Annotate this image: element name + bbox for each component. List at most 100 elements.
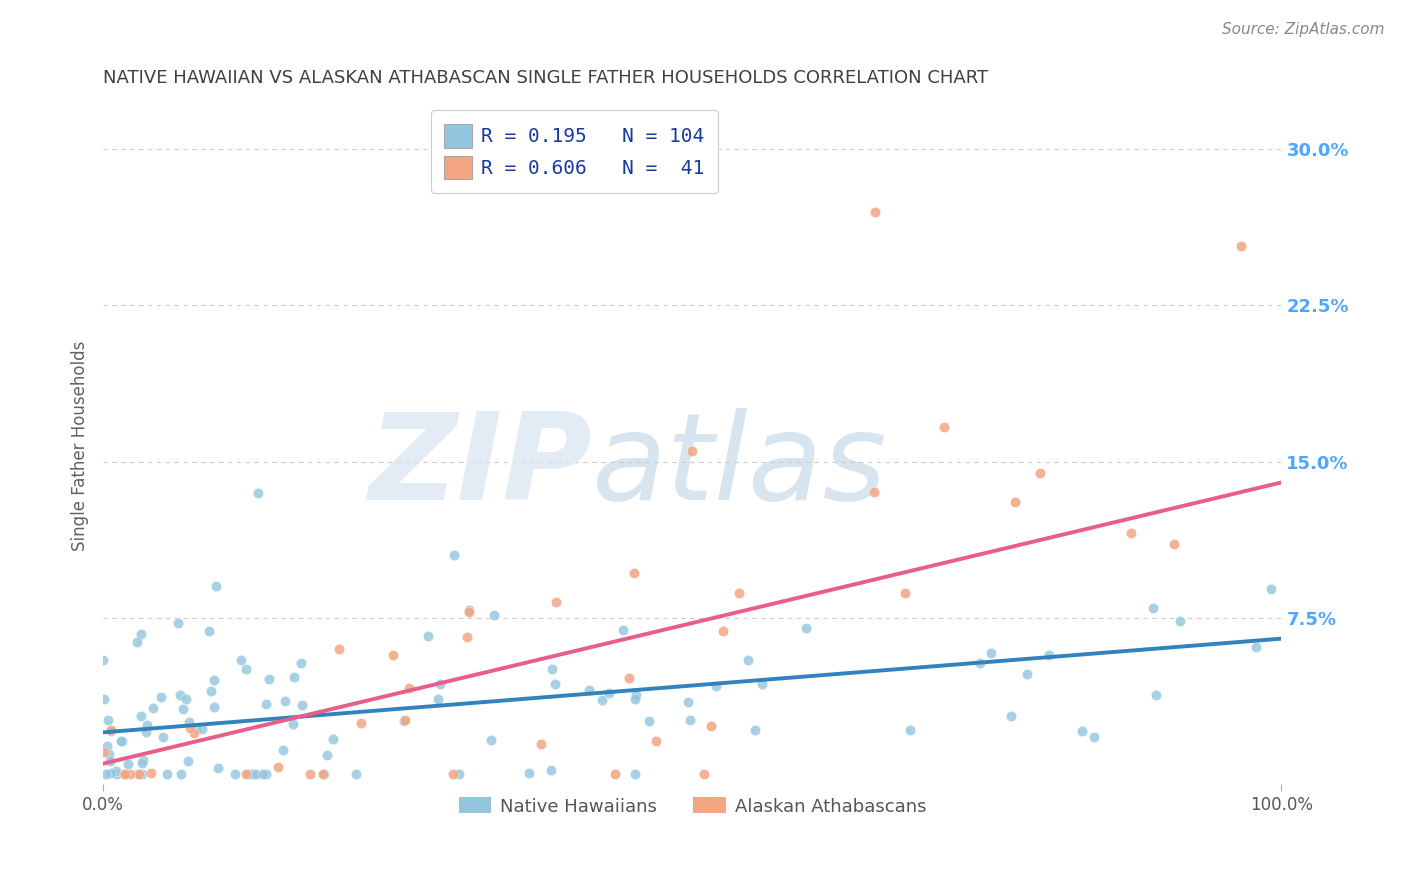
Point [457, 603, 479, 617]
Point [605, 767, 627, 781]
Point [202, 673, 225, 688]
Point [183, 725, 205, 739]
Point [267, 760, 290, 774]
Point [893, 586, 915, 600]
Point [692, 767, 714, 781]
Point [100, 723, 122, 737]
Point [100, 724, 122, 739]
Point [482, 607, 505, 622]
Point [456, 630, 478, 644]
Point [242, 767, 264, 781]
Point [544, 595, 567, 609]
Y-axis label: Single Father Households: Single Father Households [72, 341, 89, 551]
Point [169, 688, 191, 702]
Point [350, 716, 373, 731]
Point [1230, 238, 1253, 252]
Point [1163, 536, 1185, 550]
Point [1246, 640, 1268, 655]
Point [274, 694, 297, 708]
Point [416, 630, 439, 644]
Point [110, 734, 132, 748]
Point [112, 767, 135, 781]
Point [969, 657, 991, 671]
Point [862, 484, 884, 499]
Point [737, 653, 759, 667]
Point [591, 693, 613, 707]
Point [167, 616, 190, 631]
Point [441, 767, 464, 781]
Point [1071, 723, 1094, 738]
Point [254, 697, 277, 711]
Point [136, 717, 159, 731]
Point [700, 719, 723, 733]
Point [156, 767, 179, 781]
Point [540, 764, 562, 778]
Point [291, 698, 314, 712]
Point [231, 653, 253, 667]
Point [128, 767, 150, 781]
Point [623, 566, 645, 581]
Legend: Native Hawaiians, Alaskan Athabascans: Native Hawaiians, Alaskan Athabascans [451, 790, 934, 822]
Point [96, 767, 118, 781]
Point [142, 701, 165, 715]
Point [398, 681, 420, 696]
Point [314, 767, 336, 781]
Point [245, 767, 267, 781]
Point [238, 767, 260, 781]
Point [429, 676, 451, 690]
Point [281, 717, 304, 731]
Point [1029, 466, 1052, 480]
Point [612, 623, 634, 637]
Point [97, 713, 120, 727]
Point [131, 767, 153, 781]
Point [645, 734, 668, 748]
Point [172, 702, 194, 716]
Point [1017, 666, 1039, 681]
Point [111, 734, 134, 748]
Point [1142, 600, 1164, 615]
Point [247, 486, 270, 500]
Point [704, 679, 727, 693]
Point [200, 684, 222, 698]
Point [541, 661, 564, 675]
Point [105, 764, 128, 778]
Point [544, 677, 567, 691]
Point [1168, 614, 1191, 628]
Point [139, 765, 162, 780]
Point [257, 672, 280, 686]
Point [170, 767, 193, 781]
Point [254, 767, 277, 781]
Point [299, 767, 322, 781]
Point [91, 653, 114, 667]
Point [794, 621, 817, 635]
Point [1260, 582, 1282, 596]
Point [132, 753, 155, 767]
Point [711, 624, 734, 638]
Point [624, 688, 647, 702]
Point [100, 765, 122, 780]
Point [235, 662, 257, 676]
Point [426, 692, 449, 706]
Point [1004, 494, 1026, 508]
Point [316, 748, 339, 763]
Text: atlas: atlas [592, 408, 887, 524]
Point [207, 761, 229, 775]
Point [1144, 688, 1167, 702]
Point [863, 204, 886, 219]
Point [517, 766, 540, 780]
Point [191, 722, 214, 736]
Point [152, 730, 174, 744]
Point [283, 670, 305, 684]
Point [114, 767, 136, 781]
Point [174, 691, 197, 706]
Point [184, 722, 207, 736]
Point [117, 757, 139, 772]
Point [322, 732, 344, 747]
Point [105, 767, 128, 781]
Point [617, 671, 640, 685]
Point [224, 767, 246, 781]
Point [344, 767, 367, 781]
Point [328, 642, 350, 657]
Point [179, 721, 201, 735]
Point [96, 739, 118, 753]
